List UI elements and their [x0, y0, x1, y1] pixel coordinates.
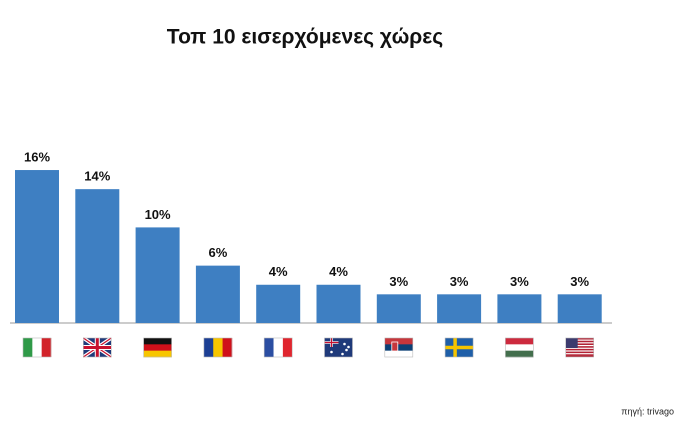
- flag: [203, 337, 233, 358]
- flag-part: [565, 343, 594, 345]
- flag-part: [505, 350, 534, 358]
- bar: [437, 294, 482, 323]
- flag-part: [324, 338, 339, 347]
- chart-title: Τοπ 10 εισερχόμενες χώρες: [167, 26, 443, 49]
- value-label: 16%: [24, 149, 50, 164]
- value-label: 6%: [209, 245, 228, 260]
- flag-part: [505, 344, 534, 351]
- flag-part: [384, 350, 413, 358]
- value-label: 3%: [510, 274, 529, 289]
- bar: [256, 284, 301, 323]
- flag-part: [143, 350, 172, 358]
- value-label: 4%: [329, 264, 348, 279]
- flag-part: [565, 351, 594, 354]
- bar: [15, 170, 59, 323]
- flag-part: [222, 338, 233, 357]
- bar: [316, 284, 361, 323]
- flag-part: [565, 348, 594, 351]
- flag-part: [264, 338, 274, 357]
- flag-border: [444, 337, 474, 358]
- flag-border: [203, 337, 233, 358]
- flag-part: [330, 350, 333, 354]
- bar: [195, 265, 240, 323]
- flag: [505, 337, 534, 358]
- flag: [263, 337, 293, 358]
- bar: [376, 294, 421, 323]
- flag-part: [41, 338, 52, 357]
- flag: [82, 336, 113, 359]
- flag-part: [282, 338, 293, 357]
- bar: [557, 294, 602, 323]
- flag-part: [347, 345, 350, 349]
- flag-part: [565, 354, 594, 356]
- flag-part: [23, 338, 33, 357]
- bar: [497, 294, 542, 323]
- value-label: 3%: [450, 274, 469, 289]
- flag-part: [32, 338, 42, 357]
- flag-part: [391, 341, 399, 352]
- flag: [143, 337, 172, 358]
- flag-border: [83, 337, 112, 358]
- value-label: 4%: [269, 264, 288, 279]
- flag-border: [565, 337, 595, 358]
- flag-part: [345, 348, 348, 352]
- flag: [444, 337, 474, 358]
- flag-part: [445, 338, 474, 357]
- flag-border: [505, 337, 534, 358]
- flag-border: [143, 337, 172, 358]
- flag-part: [565, 338, 578, 348]
- bar: [135, 227, 180, 323]
- flag-part: [341, 352, 344, 356]
- flag: [22, 337, 52, 358]
- flag-part: [343, 342, 346, 346]
- bar: [75, 189, 120, 323]
- flag-part: [83, 338, 112, 357]
- flag-part: [565, 346, 594, 348]
- flag-part: [384, 344, 413, 351]
- flag-border: [384, 337, 414, 358]
- flag-part: [565, 340, 594, 343]
- flag-part: [565, 338, 594, 340]
- value-label: 3%: [389, 274, 408, 289]
- flag-part: [143, 344, 172, 351]
- source: πηγή: trivago: [621, 406, 674, 416]
- flag-part: [143, 338, 172, 345]
- flag-part: [505, 338, 534, 345]
- flag-part: [203, 338, 214, 357]
- flag-part: [213, 338, 223, 357]
- flag-part: [273, 338, 284, 357]
- flag-border: [324, 337, 353, 358]
- flag-part: [565, 355, 594, 357]
- flag-border: [263, 337, 293, 358]
- flag: [324, 337, 353, 358]
- flag-part: [384, 338, 413, 345]
- flag: [384, 337, 414, 358]
- flag-border: [22, 337, 52, 358]
- value-label: 10%: [145, 207, 171, 222]
- value-label: 14%: [84, 169, 110, 184]
- flag: [565, 337, 595, 358]
- value-label: 3%: [570, 274, 589, 289]
